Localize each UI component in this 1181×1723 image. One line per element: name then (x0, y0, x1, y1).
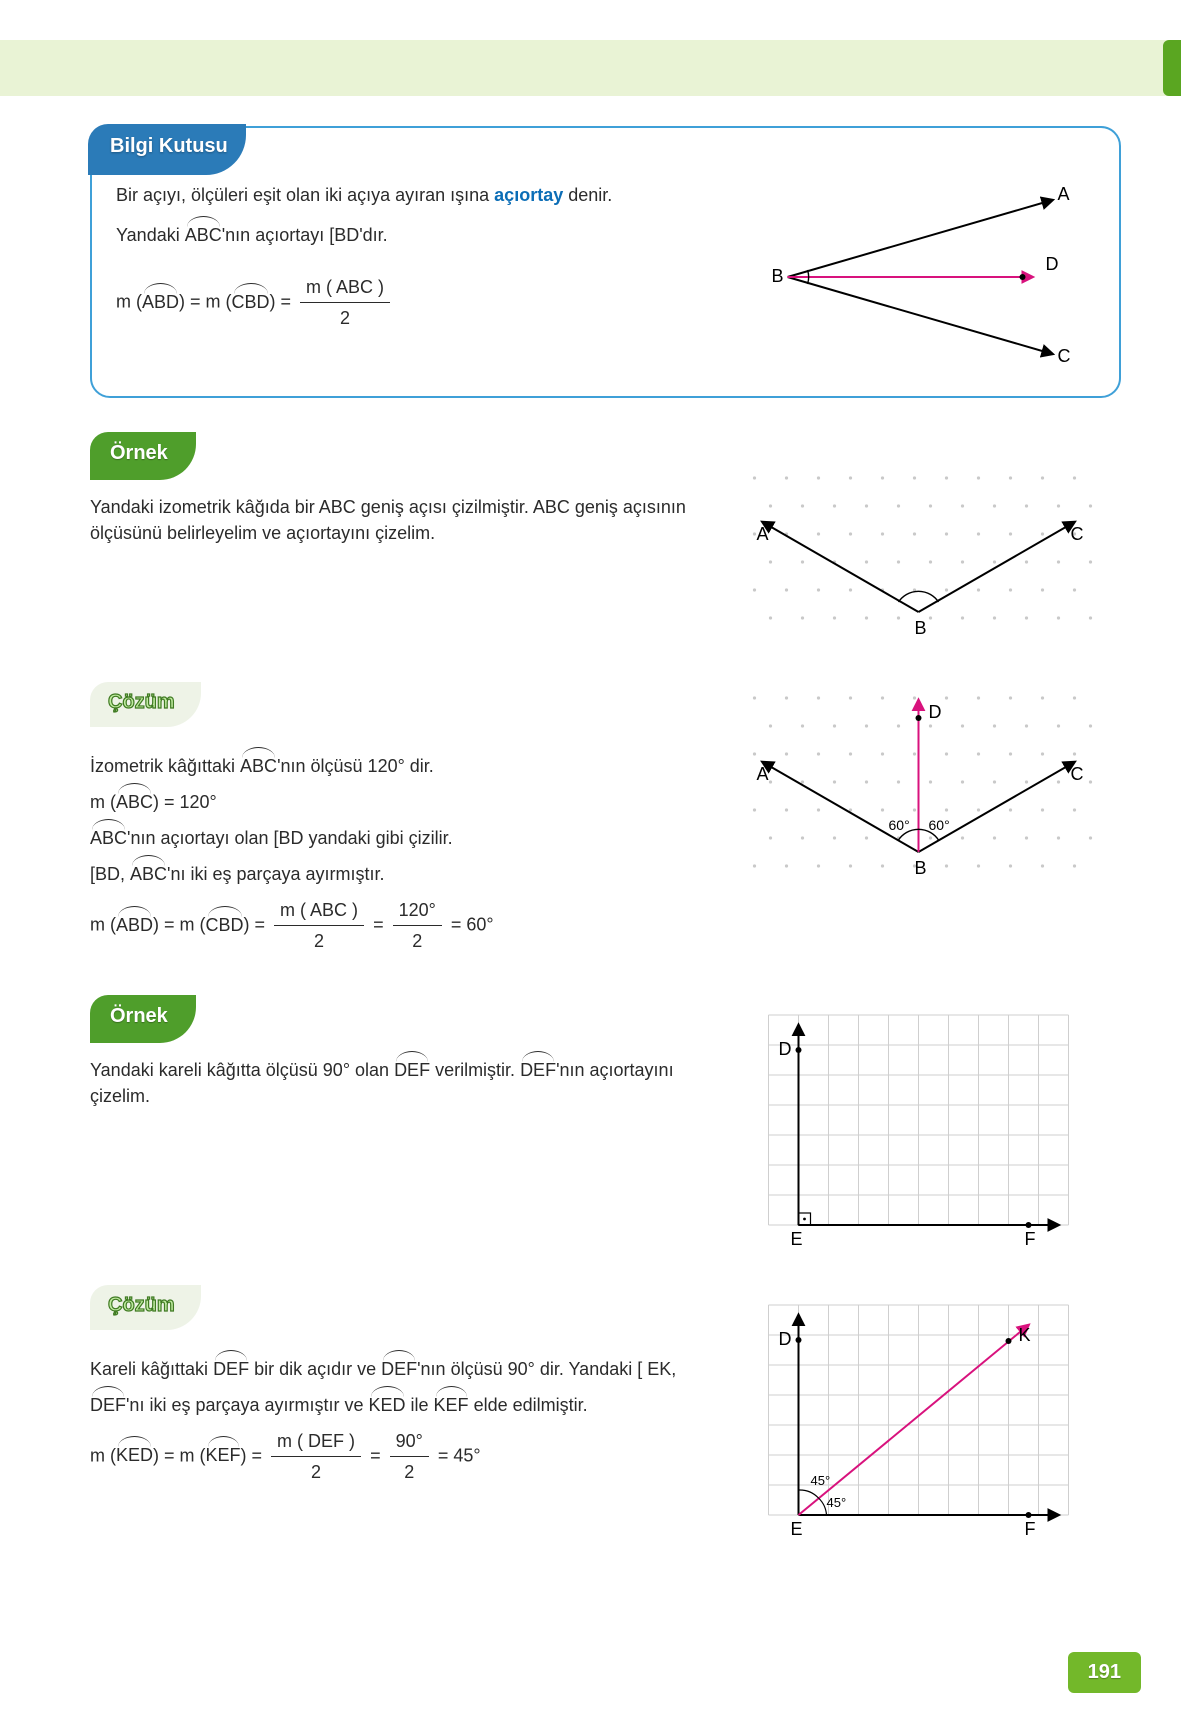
cozum1-line4: [BD, ABC'nı iki eş parçaya ayırmıştır. (90, 861, 690, 887)
cozum1-line3: ABC'nın açıortayı olan [BD yandaki gibi … (90, 825, 690, 851)
svg-text:45°: 45° (827, 1495, 847, 1510)
svg-text:B: B (915, 858, 927, 878)
bilgi-box: Bilgi Kutusu Bir açıyı, ölçüleri eşit ol… (90, 126, 1121, 398)
cozum1-line1: İzometrik kâğıttaki ABC'nın ölçüsü 120° … (90, 753, 690, 779)
svg-text:A: A (757, 764, 769, 784)
svg-text:B: B (915, 618, 927, 638)
svg-text:F: F (1025, 1519, 1036, 1539)
svg-text:60°: 60° (929, 817, 950, 833)
cozum1-eq: m (ABD) = m (CBD) = m ( ABC )2 = 120°2 =… (90, 897, 690, 954)
cozum2-line2: DEF'nı iki eş parçaya ayırmıştır ve KED … (90, 1392, 690, 1418)
bilgi-eq: m (ABD) = m (CBD) = m ( ABC ) 2 (116, 274, 716, 331)
svg-text:C: C (1071, 524, 1084, 544)
cozum1-figure: A B C D 60° 60° (716, 682, 1121, 892)
label-A: A (1058, 184, 1070, 204)
page-number: 191 (1068, 1652, 1141, 1693)
ornek1-figure1: A B C (716, 462, 1121, 652)
ornek2-figure: D E F (716, 995, 1121, 1255)
cozum2-eq: m (KED) = m (KEF) = m ( DEF )2 = 90°2 = … (90, 1428, 690, 1485)
header-bar (0, 40, 1181, 96)
cozum2-figure: D E F K 45° 45° (716, 1285, 1121, 1545)
svg-text:K: K (1019, 1325, 1031, 1345)
bilgi-figure: A B C D (740, 182, 1095, 382)
svg-text:D: D (929, 702, 942, 722)
label-D: D (1046, 254, 1059, 274)
svg-text:C: C (1071, 764, 1084, 784)
svg-text:E: E (791, 1519, 803, 1539)
header-accent (1163, 40, 1181, 96)
cozum2-title: Çözüm (90, 1285, 201, 1330)
svg-text:D: D (779, 1039, 792, 1059)
cozum2-line1: Kareli kâğıttaki DEF bir dik açıdır ve D… (90, 1356, 690, 1382)
ornek1-title: Örnek (90, 432, 196, 480)
svg-text:A: A (757, 524, 769, 544)
svg-text:45°: 45° (811, 1473, 831, 1488)
cozum1-line2: m (ABC) = 120° (90, 789, 690, 815)
svg-text:D: D (779, 1329, 792, 1349)
label-C: C (1058, 346, 1071, 366)
svg-text:F: F (1025, 1229, 1036, 1249)
bilgi-p1: Bir açıyı, ölçüleri eşit olan iki açıya … (116, 182, 716, 208)
svg-text:E: E (791, 1229, 803, 1249)
svg-text:60°: 60° (889, 817, 910, 833)
bilgi-title: Bilgi Kutusu (88, 124, 246, 175)
label-B: B (772, 266, 784, 286)
bilgi-p2: Yandaki ABC'nın açıortayı [BD'dır. (116, 222, 716, 248)
ornek1-text: Yandaki izometrik kâğıda bir ABC geniş a… (90, 494, 690, 546)
ornek2-text: Yandaki kareli kâğıtta ölçüsü 90° olan D… (90, 1057, 690, 1109)
ornek2-title: Örnek (90, 995, 196, 1043)
cozum1-title: Çözüm (90, 682, 201, 727)
